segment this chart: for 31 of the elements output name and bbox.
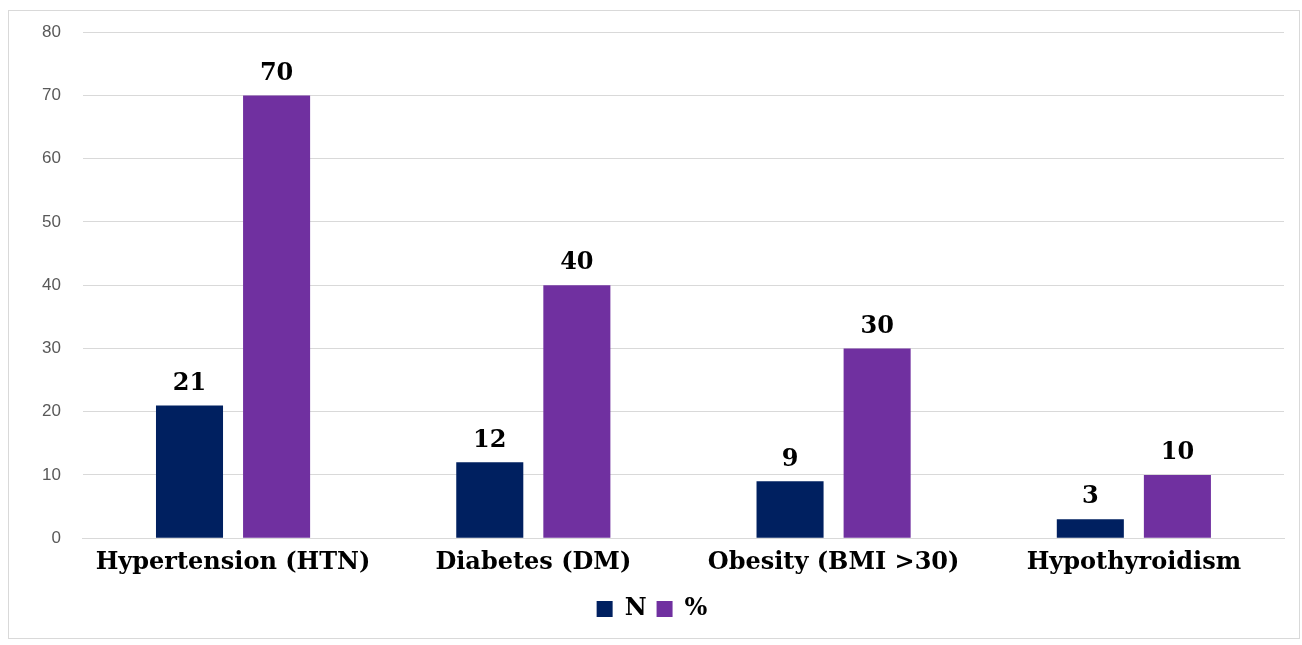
data-label: 40 — [560, 246, 594, 276]
bar — [1143, 474, 1211, 538]
data-label: 3 — [1081, 480, 1099, 510]
x-tick-label: Hypothyroidism — [1026, 545, 1242, 575]
legend-label: N — [624, 592, 647, 622]
data-label: 70 — [259, 56, 294, 86]
bar — [243, 95, 311, 538]
y-tick-label: 10 — [41, 464, 61, 484]
y-tick-label: 80 — [41, 21, 61, 41]
y-tick-label: 20 — [41, 401, 61, 421]
bar — [843, 348, 911, 538]
data-label: 21 — [172, 366, 207, 396]
y-tick-label: 30 — [41, 338, 61, 358]
x-tick-label: Obesity (BMI >30) — [707, 545, 960, 575]
data-label: 12 — [473, 423, 507, 453]
y-tick-label: 0 — [51, 527, 61, 547]
y-tick-label: 60 — [41, 148, 61, 168]
bar — [1056, 519, 1124, 538]
data-label: 9 — [781, 442, 799, 472]
data-label: 30 — [860, 309, 894, 339]
data-label: 10 — [1160, 436, 1195, 466]
y-tick-label: 40 — [41, 274, 61, 294]
bar — [155, 405, 224, 538]
x-tick-label: Hypertension (HTN) — [95, 545, 371, 575]
x-tick-label: Diabetes (DM) — [435, 545, 632, 575]
legend-label: % — [684, 592, 708, 622]
y-tick-label: 50 — [41, 211, 61, 231]
bar — [543, 285, 611, 538]
bar — [456, 462, 524, 538]
bar — [756, 481, 824, 538]
y-tick-label: 70 — [41, 85, 61, 105]
